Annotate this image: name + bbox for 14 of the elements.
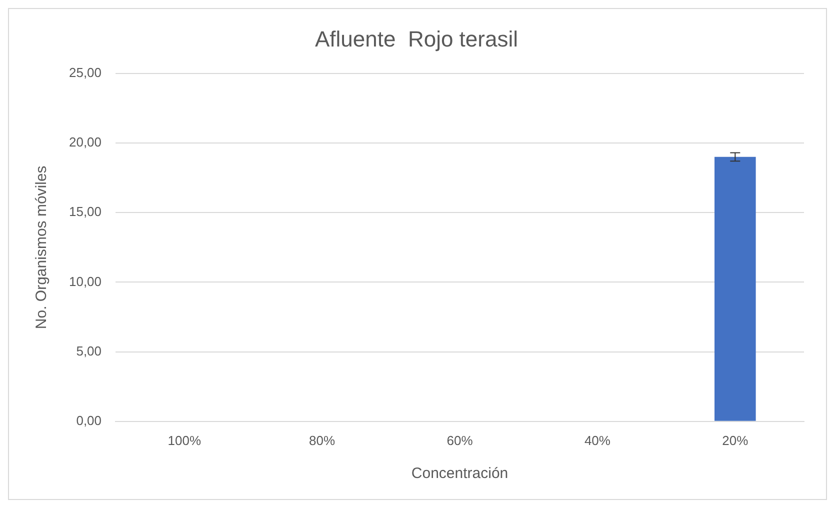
y-tick-label: 15,00 xyxy=(68,204,102,220)
chart-title: Afluente Rojo terasil xyxy=(315,26,518,52)
y-tick-label: 10,00 xyxy=(68,274,102,289)
x-axis-title: Concentración xyxy=(411,465,508,482)
x-tick-label: 60% xyxy=(446,432,474,448)
y-axis-title: No. Organismos móviles xyxy=(33,166,50,330)
x-tick-label: 80% xyxy=(309,432,336,448)
y-tick-label: 20,00 xyxy=(68,134,102,150)
y-tick-label: 25,00 xyxy=(68,64,102,80)
y-tick-label: 5,00 xyxy=(76,343,102,358)
y-tick-label: 0,00 xyxy=(76,412,102,428)
x-tick-label: 100% xyxy=(168,432,202,448)
x-tick-label: 20% xyxy=(722,432,749,448)
x-tick-label: 40% xyxy=(584,432,611,448)
